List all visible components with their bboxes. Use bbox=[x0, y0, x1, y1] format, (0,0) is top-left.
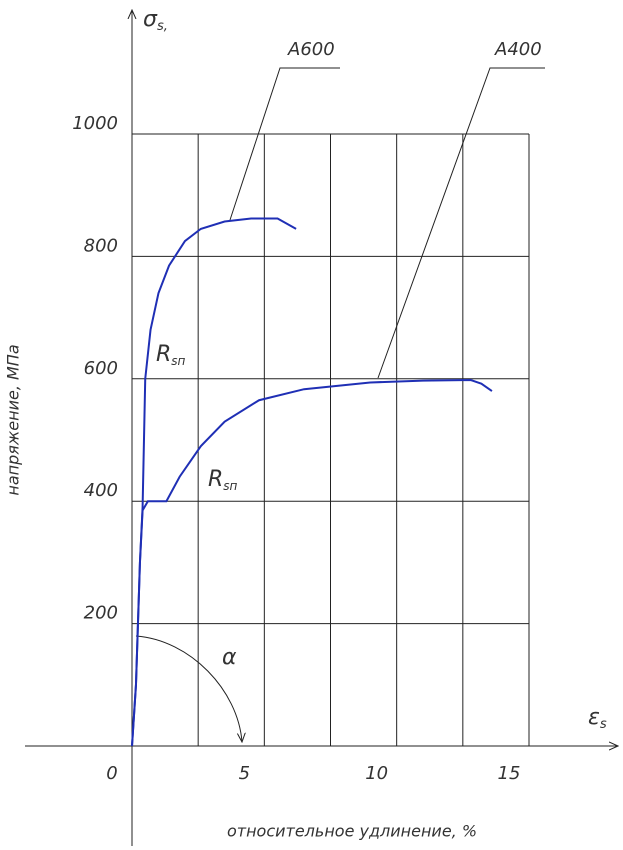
annotation: Rsп bbox=[208, 467, 238, 493]
annotation-text: α bbox=[222, 645, 237, 670]
x-symbol: ε bbox=[588, 705, 600, 730]
x-tick-label: 0 bbox=[106, 763, 117, 784]
annotation-text: R bbox=[208, 467, 223, 492]
y-tick-label: 200 bbox=[84, 603, 118, 624]
annotation-sub: sп bbox=[223, 479, 237, 493]
annotation-text: R bbox=[156, 342, 171, 367]
x-tick-label: 5 bbox=[239, 763, 250, 784]
x-axis-label: относительное удлинение, % bbox=[227, 822, 477, 841]
x-tick-label: 15 bbox=[498, 763, 521, 784]
y-axis-label: напряжение, МПа bbox=[4, 344, 23, 495]
leader-a600 bbox=[229, 67, 340, 221]
x-axis-symbol: εs bbox=[588, 705, 607, 732]
y-symbol-sub: s, bbox=[157, 19, 168, 34]
y-tick-label: 1000 bbox=[72, 113, 118, 134]
x-symbol-sub: s bbox=[600, 717, 607, 732]
y-axis-symbol: σs, bbox=[143, 7, 168, 34]
y-tick-label: 800 bbox=[84, 235, 118, 256]
y-tick-label: 600 bbox=[84, 358, 118, 379]
x-tick-label: 10 bbox=[365, 763, 388, 784]
curve bbox=[131, 379, 493, 747]
annotation: α bbox=[222, 645, 237, 670]
annotation: Rsп bbox=[156, 342, 186, 368]
series-label: A400 bbox=[494, 39, 542, 60]
y-tick-label: 400 bbox=[84, 480, 118, 501]
leader-a400 bbox=[377, 67, 545, 379]
series-label: A600 bbox=[287, 39, 335, 60]
y-symbol: σ bbox=[143, 7, 158, 32]
annotation-sub: sп bbox=[171, 354, 185, 368]
angle-arc bbox=[135, 635, 242, 742]
